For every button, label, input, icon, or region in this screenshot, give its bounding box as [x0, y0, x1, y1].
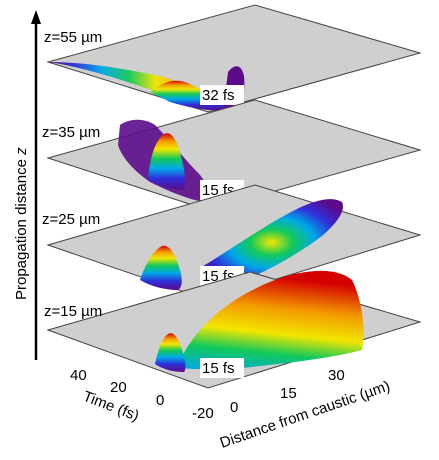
- panel-z15: 15 fs z=15 µm: [44, 270, 422, 389]
- distance-axis: 0 15 30 Distance from caustic (µm): [218, 367, 392, 452]
- panel-z35-z-label: z=35 µm: [42, 124, 100, 141]
- panel-z15-duration-label: 15 fs: [202, 360, 235, 377]
- panel-z55: 32 fs z=55 µm: [44, 4, 422, 122]
- panel-z25-z-label: z=25 µm: [42, 211, 100, 228]
- panel-z55-duration-label: 32 fs: [202, 87, 235, 104]
- panel-z15-peak: [155, 333, 186, 372]
- time-tick-20: 20: [110, 379, 127, 396]
- panel-z25: 15 fs z=25 µm: [42, 184, 422, 301]
- time-tick-minus20: -20: [192, 405, 214, 422]
- panel-z15-z-label: z=15 µm: [44, 303, 102, 320]
- distance-tick-0: 0: [230, 399, 238, 416]
- vertical-axis-arrowhead: [31, 10, 41, 24]
- panel-z35-peak: [148, 133, 186, 190]
- panel-z55-duration-box: [200, 85, 244, 105]
- panel-z25-peak: [140, 245, 182, 290]
- vertical-axis: Propagation distance z: [13, 10, 41, 360]
- vertical-axis-label: Propagation distance z: [13, 147, 30, 300]
- distance-tick-15: 15: [280, 385, 297, 402]
- panel-z15-surface: [180, 270, 364, 370]
- panel-z15-duration-box: [200, 358, 244, 378]
- distance-tick-30: 30: [328, 367, 345, 384]
- panel-z55-z-label: z=55 µm: [44, 29, 102, 46]
- time-tick-40: 40: [70, 367, 87, 384]
- panel-z35-plane: [46, 99, 422, 211]
- distance-axis-label: Distance from caustic (µm): [218, 378, 392, 452]
- panel-z25-surface: [200, 199, 344, 286]
- time-tick-0: 0: [156, 392, 164, 409]
